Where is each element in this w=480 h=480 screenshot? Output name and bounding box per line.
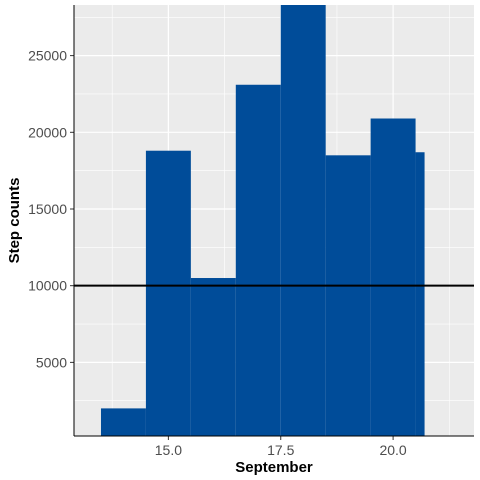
bar (280, 5, 326, 436)
bar (325, 155, 371, 436)
bar (100, 408, 146, 436)
x-tick-label: 15.0 (155, 442, 182, 458)
x-tick-label: 20.0 (379, 442, 406, 458)
y-tick-label: 10000 (28, 278, 67, 294)
bar (370, 118, 416, 437)
bars (100, 5, 425, 437)
bar (145, 150, 191, 437)
bar (415, 152, 425, 436)
x-tick-label: 17.5 (267, 442, 294, 458)
bar (190, 278, 236, 436)
y-tick-label: 5000 (36, 354, 67, 370)
y-tick-label: 25000 (28, 48, 67, 64)
bar (235, 84, 281, 437)
y-axis-ticks: 5000 10000 15000 20000 25000 (28, 48, 74, 370)
x-axis-ticks: 15.0 17.5 20.0 (155, 436, 407, 458)
y-axis-title: Step counts (6, 178, 23, 264)
y-tick-label: 15000 (28, 201, 67, 217)
x-axis-title: September (235, 459, 313, 476)
y-tick-label: 20000 (28, 124, 67, 140)
